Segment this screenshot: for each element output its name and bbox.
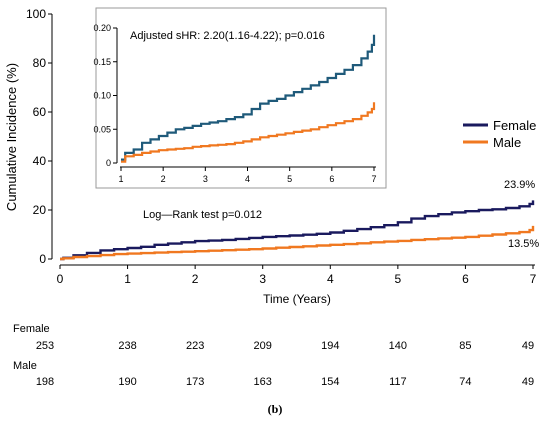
risk-cell-female: 209 (254, 340, 272, 352)
main-y-axis-label: Cumulative Incidence (%) (4, 63, 19, 211)
inset-x-tick-label: 4 (245, 174, 250, 184)
main-x-tick-label: 1 (124, 272, 131, 286)
inset-y-tick-label: 0.20 (93, 23, 111, 33)
risk-cell-female: 223 (186, 340, 204, 352)
main-x-ticks: 0 1 2 3 4 5 6 7 (57, 265, 537, 286)
main-y-tick-label: 40 (33, 154, 47, 168)
risk-cell-female: 140 (389, 340, 407, 352)
inset-x-tick-label: 6 (329, 174, 334, 184)
male-end-label: 13.5% (508, 238, 539, 250)
risk-cell-male: 190 (118, 376, 136, 388)
risk-cell-male: 49 (522, 376, 534, 388)
inset-y-tick-label: 0 (106, 158, 111, 168)
risk-row-label-male: Male (13, 360, 37, 372)
main-y-tick-label: 0 (39, 252, 46, 266)
main-y-tick-label: 80 (33, 56, 47, 70)
risk-cell-male: 173 (186, 376, 204, 388)
risk-cell-female: 194 (321, 340, 339, 352)
inset-female-line (121, 34, 376, 161)
logrank-annotation: Log—Rank test p=0.012 (143, 209, 262, 221)
legend: Female Male (463, 118, 536, 150)
risk-cell-female: 253 (36, 340, 54, 352)
inset-y-tick-label: 0.05 (93, 124, 111, 134)
main-female-line (60, 200, 535, 261)
female-end-label: 23.9% (504, 179, 535, 191)
inset-x-tick-label: 2 (161, 174, 166, 184)
risk-cell-male: 117 (389, 376, 407, 388)
inset-x-ticks: 1 2 3 4 5 6 7 (118, 167, 377, 184)
risk-cell-female: 85 (459, 340, 471, 352)
main-male-line (60, 225, 535, 261)
risk-cell-male: 154 (321, 376, 339, 388)
risk-row-label-female: Female (13, 323, 50, 335)
main-x-tick-label: 5 (395, 272, 402, 286)
inset-y-ticks: 0 0.05 0.10 0.15 0.20 (93, 23, 117, 168)
risk-table-cells: 253 238 223 209 194 140 85 49 198 190 173 163 154 117… (36, 340, 534, 388)
inset-x-tick-label: 7 (371, 174, 376, 184)
main-y-tick-label: 100 (26, 7, 46, 21)
inset-y-tick-label: 0.15 (93, 57, 111, 67)
inset-male-line (121, 102, 376, 163)
legend-male-label: Male (493, 135, 521, 150)
inset-x-tick-label: 1 (118, 174, 123, 184)
inset-plot: 0 0.05 0.10 0.15 0.20 1 2 3 4 5 6 7 Adjusted sHR: … (93, 7, 387, 189)
inset-x-tick-label: 3 (203, 174, 208, 184)
main-x-tick-label: 3 (259, 272, 266, 286)
inset-series-lines (121, 34, 376, 163)
main-x-tick-label: 6 (462, 272, 469, 286)
main-y-tick-label: 60 (33, 105, 47, 119)
legend-female-label: Female (493, 118, 536, 133)
risk-cell-male: 198 (36, 376, 54, 388)
main-x-tick-label: 4 (327, 272, 334, 286)
risk-cell-female: 238 (118, 340, 136, 352)
main-x-tick-label: 2 (192, 272, 199, 286)
risk-cell-male: 163 (254, 376, 272, 388)
inset-background (95, 7, 387, 189)
main-series-lines (60, 200, 535, 261)
main-x-tick-label: 0 (57, 272, 64, 286)
figure-caption: (b) (268, 402, 283, 416)
inset-title: Adjusted sHR: 2.20(1.16-4.22); p=0.016 (130, 30, 325, 42)
main-y-tick-label: 20 (33, 203, 47, 217)
main-x-tick-label: 7 (530, 272, 537, 286)
risk-cell-male: 74 (459, 376, 471, 388)
inset-y-tick-label: 0.10 (93, 91, 111, 101)
inset-x-tick-label: 5 (287, 174, 292, 184)
main-x-axis-label: Time (Years) (263, 292, 331, 306)
risk-cell-female: 49 (522, 340, 534, 352)
main-y-ticks: 0 20 40 60 80 100 (26, 7, 52, 266)
risk-table: Female Male 253 238 223 209 194 140 85 49 198 190… (13, 323, 534, 388)
